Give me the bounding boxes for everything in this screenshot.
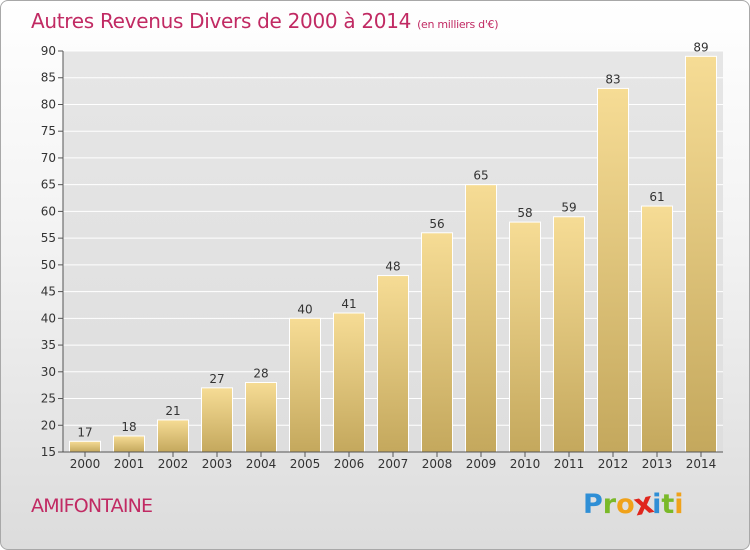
x-tick-label: 2006: [334, 457, 365, 471]
bars: 17 18 21 27 28 40 41 48 56 65 58 59 83 61 89: [69, 40, 717, 453]
bar-2004: [245, 381, 277, 453]
data-label: 27: [209, 372, 224, 386]
x-tick-label: 2000: [70, 457, 101, 471]
x-tick-label: 2009: [466, 457, 497, 471]
bar-2013: [641, 205, 673, 453]
data-label: 40: [297, 302, 312, 316]
chart-title: Autres Revenus Divers de 2000 à 2014 (en …: [31, 9, 499, 33]
x-tick-label: 2014: [686, 457, 717, 471]
x-tick-label: 2001: [114, 457, 145, 471]
x-tick-label: 2008: [422, 457, 453, 471]
y-tick-label: 50: [41, 258, 56, 272]
bar-2010: [509, 221, 541, 453]
bar-2001: [113, 435, 145, 453]
logo-letter: i: [652, 489, 662, 520]
y-axis: 15 20 25 30 35 40 45 50 55 60 65 70 75 80 85 90: [41, 44, 64, 459]
bar-2012: [597, 87, 629, 453]
y-tick-label: 90: [41, 44, 56, 58]
data-label: 83: [605, 72, 620, 86]
y-tick-label: 55: [41, 231, 56, 245]
y-tick-label: 75: [41, 124, 56, 138]
data-label: 65: [473, 169, 488, 183]
bar-2003: [201, 387, 233, 453]
x-tick-label: 2007: [378, 457, 409, 471]
data-label: 61: [649, 190, 664, 204]
proxiti-logo: Proxiti: [583, 486, 684, 523]
bar-2002: [157, 419, 189, 453]
logo-letter: r: [602, 489, 617, 520]
y-tick-label: 85: [41, 71, 56, 85]
x-tick-label: 2004: [246, 457, 277, 471]
data-label: 41: [341, 297, 356, 311]
x-tick-label: 2011: [554, 457, 585, 471]
data-label: 17: [77, 425, 92, 439]
x-tick-label: 2005: [290, 457, 321, 471]
y-tick-label: 60: [41, 204, 56, 218]
data-label: 56: [429, 217, 444, 231]
y-tick-label: 80: [41, 97, 56, 111]
logo-letter: i: [674, 489, 684, 520]
data-label: 48: [385, 260, 400, 274]
y-tick-label: 30: [41, 365, 56, 379]
chart-title-text: Autres Revenus Divers de 2000 à 2014: [31, 9, 412, 33]
data-label: 58: [517, 206, 532, 220]
x-axis: 2000 2001 2002 2003 2004 2005 2006 2007 2008 2009…: [63, 451, 723, 471]
data-label: 28: [253, 366, 268, 380]
y-tick-label: 45: [41, 285, 56, 299]
data-label: 21: [165, 404, 180, 418]
bar-2000: [69, 440, 101, 453]
y-tick-label: 70: [41, 151, 56, 165]
x-tick-label: 2012: [598, 457, 629, 471]
data-label: 59: [561, 201, 576, 215]
y-tick-label: 25: [41, 392, 56, 406]
x-tick-label: 2002: [158, 457, 189, 471]
logo-letter: t: [661, 489, 675, 520]
logo-letter: o: [616, 489, 635, 520]
y-tick-label: 65: [41, 178, 56, 192]
bar-2014: [685, 55, 717, 453]
bar-2005: [289, 317, 321, 453]
x-tick-label: 2010: [510, 457, 541, 471]
y-tick-label: 35: [41, 338, 56, 352]
x-tick-label: 2013: [642, 457, 673, 471]
y-tick-label: 40: [41, 311, 56, 325]
bar-2007: [377, 275, 409, 453]
y-tick-label: 20: [41, 418, 56, 432]
bar-2008: [421, 232, 453, 453]
y-tick-label: 15: [41, 445, 56, 459]
chart-subtitle: (en milliers d'€): [417, 18, 499, 31]
x-tick-label: 2003: [202, 457, 233, 471]
data-label: 89: [693, 40, 708, 54]
commune-name: AMIFONTAINE: [31, 495, 153, 517]
bar-2011: [553, 216, 585, 453]
data-label: 18: [121, 420, 136, 434]
bar-2009: [465, 184, 497, 453]
logo-letter: P: [583, 489, 603, 520]
bar-2006: [333, 312, 365, 453]
